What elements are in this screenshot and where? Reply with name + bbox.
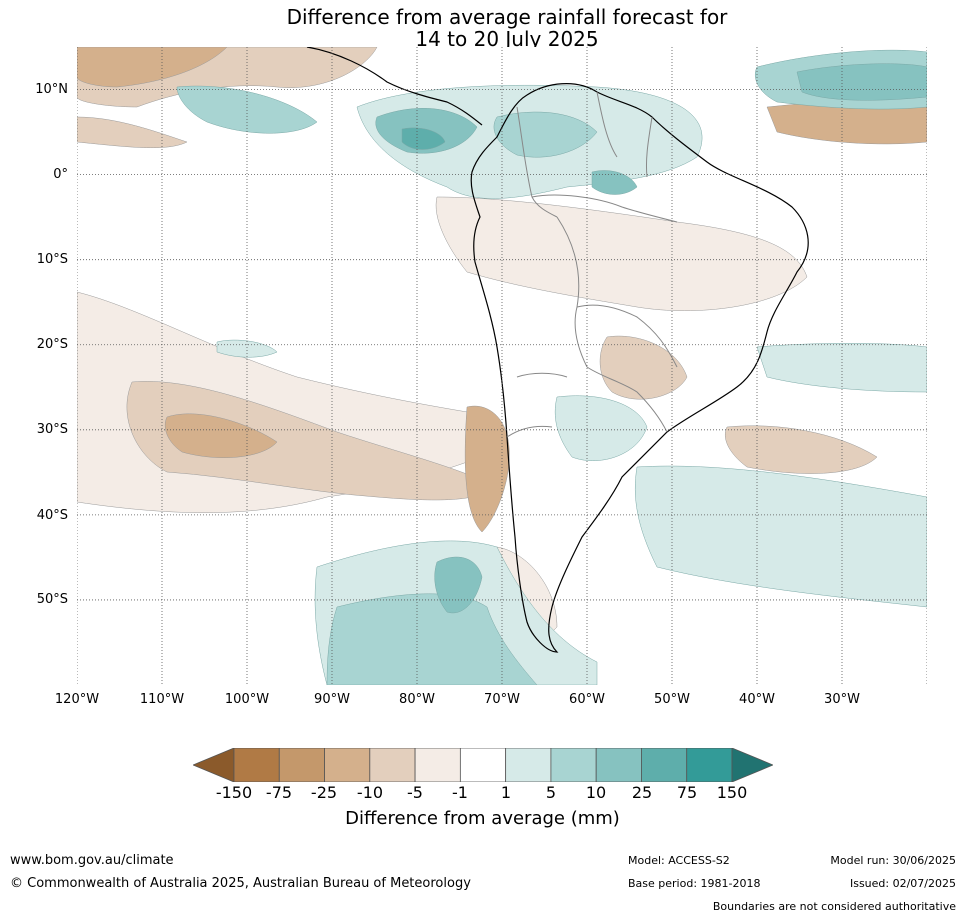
boundaries-disclaimer: Boundaries are not considered authoritat… (712, 900, 956, 913)
wet-region-atlantic-east (756, 343, 927, 393)
colorbar-tick-label: -5 (407, 783, 423, 802)
issued-date: Issued: 02/07/2025 (849, 877, 956, 890)
colorbar-extend-min (191, 747, 235, 783)
colorbar-segment (550, 747, 597, 783)
base-period: Base period: 1981-2018 (628, 877, 761, 890)
colorbar-tick-label: 75 (676, 783, 698, 802)
wet-region-atlantic-band (634, 465, 927, 608)
model-name: Model: ACCESS-S2 (628, 854, 730, 867)
dry-region-atlantic-south (724, 425, 878, 474)
colorbar-extend-max (731, 747, 775, 783)
graticule (77, 47, 927, 685)
lon-label-70w: 70°W (484, 692, 520, 707)
colorbar-tick-label: 10 (585, 783, 607, 802)
dry-region-north-pacific-strong (77, 47, 228, 88)
colorbar-segment (595, 747, 642, 783)
lon-label-40w: 40°W (739, 692, 775, 707)
colorbar-segment (414, 747, 461, 783)
lon-label-60w: 60°W (569, 692, 605, 707)
dry-region-equatorial-band (77, 116, 188, 148)
lon-label-80w: 80°W (399, 692, 435, 707)
colorbar-segment (686, 747, 733, 783)
lon-label-120w: 120°W (54, 692, 100, 707)
country-boundaries (506, 91, 678, 438)
wet-region-atlantic-north-core (796, 63, 927, 101)
model-run-date: Model run: 30/06/2025 (830, 854, 956, 867)
wet-region-patagonia-coast (434, 556, 483, 614)
bom-url: www.bom.gov.au/climate (10, 853, 174, 868)
colorbar-tick-label: -1 (452, 783, 468, 802)
copyright-text: © Commonwealth of Australia 2025, Austra… (10, 876, 471, 891)
lon-label-30w: 30°W (824, 692, 860, 707)
colorbar-segment (324, 747, 371, 783)
wet-region-pacific-small (216, 339, 278, 358)
dry-region-brazil (599, 335, 688, 400)
colorbar-tick-label: 150 (716, 783, 748, 802)
colorbar-title: Difference from average (mm) (345, 808, 620, 829)
lat-label-50s: 50°S (36, 592, 68, 607)
lat-label-10s: 10°S (36, 252, 68, 267)
colorbar-tick-label: 25 (631, 783, 653, 802)
colorbar-tick-label: -10 (356, 783, 384, 802)
colorbar-segment (233, 747, 280, 783)
colorbar-tick-label: -75 (265, 783, 293, 802)
wet-region-colombia-strong (401, 127, 446, 150)
colorbar-tick-label: 1 (500, 783, 512, 802)
wet-region-south-atlantic (554, 395, 648, 461)
wet-region-southern-ocean-core (326, 593, 538, 685)
colorbar (191, 747, 775, 783)
rainfall-anomaly-map (77, 47, 927, 685)
dry-region-pacific-core (126, 381, 498, 501)
wet-anomaly-regions (176, 49, 927, 685)
lat-label-0: 0° (53, 167, 68, 182)
dry-region-pacific-strong (164, 413, 278, 458)
colorbar-segment (369, 747, 416, 783)
colorbar-segment (459, 747, 507, 783)
wet-region-east-pacific (176, 85, 318, 134)
colorbar-tick-label: -25 (310, 783, 338, 802)
colorbar-segment (278, 747, 325, 783)
map-title-line-1: Difference from average rainfall forecas… (286, 5, 728, 29)
lat-label-40s: 40°S (36, 508, 68, 523)
lat-label-20s: 20°S (36, 337, 68, 352)
colorbar-tick-label: -150 (215, 783, 253, 802)
central-america-coastline (306, 47, 483, 126)
colorbar-tick-label: 5 (545, 783, 557, 802)
dry-region-chile (464, 405, 510, 533)
map-title-line-2: 14 to 20 July 2025 (415, 27, 599, 51)
lon-label-100w: 100°W (224, 692, 270, 707)
lon-label-50w: 50°W (654, 692, 690, 707)
lat-label-30s: 30°S (36, 422, 68, 437)
wet-region-northeast-brazil (591, 170, 638, 195)
dry-region-amazon-light (435, 196, 808, 311)
lat-label-10n: 10°N (35, 82, 68, 97)
south-america-coastline (470, 83, 809, 653)
colorbar-segment (505, 747, 552, 783)
lon-label-110w: 110°W (139, 692, 185, 707)
lon-label-90w: 90°W (314, 692, 350, 707)
colorbar-segment (641, 747, 688, 783)
